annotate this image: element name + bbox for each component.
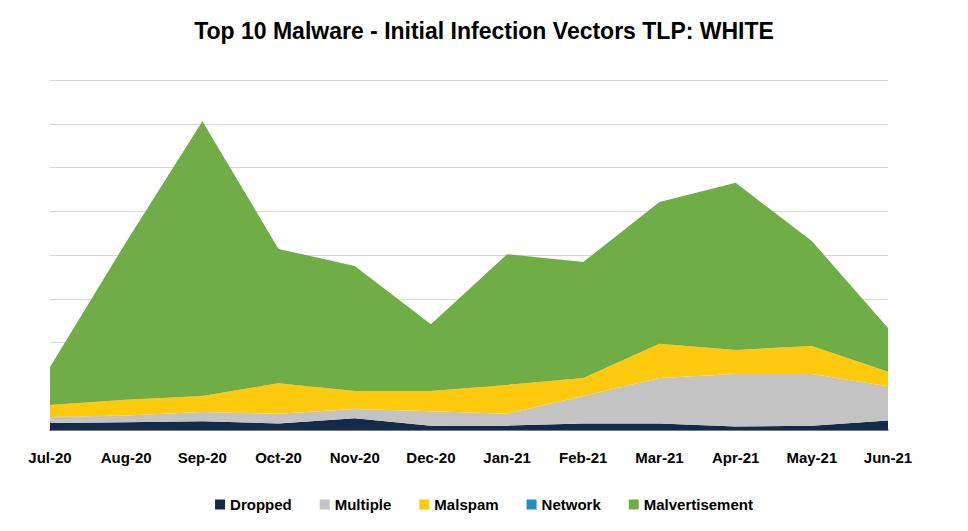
svg-text:Multiple: Multiple xyxy=(335,496,392,513)
svg-text:May-21: May-21 xyxy=(786,449,837,466)
svg-text:Apr-21: Apr-21 xyxy=(712,449,760,466)
svg-text:Sep-20: Sep-20 xyxy=(178,449,227,466)
svg-text:Network: Network xyxy=(542,496,602,513)
svg-text:Malvertisement: Malvertisement xyxy=(644,496,753,513)
svg-text:Dec-20: Dec-20 xyxy=(406,449,455,466)
svg-text:Top 10 Malware - Initial Infec: Top 10 Malware - Initial Infection Vecto… xyxy=(194,18,774,44)
svg-text:Dropped: Dropped xyxy=(230,496,292,513)
svg-text:Jul-20: Jul-20 xyxy=(28,449,71,466)
svg-text:Malspam: Malspam xyxy=(434,496,498,513)
svg-text:Jan-21: Jan-21 xyxy=(483,449,531,466)
svg-text:Nov-20: Nov-20 xyxy=(330,449,380,466)
svg-text:Jun-21: Jun-21 xyxy=(864,449,912,466)
svg-text:Oct-20: Oct-20 xyxy=(255,449,302,466)
svg-text:Mar-21: Mar-21 xyxy=(635,449,683,466)
svg-text:Aug-20: Aug-20 xyxy=(101,449,152,466)
svg-text:Feb-21: Feb-21 xyxy=(559,449,607,466)
